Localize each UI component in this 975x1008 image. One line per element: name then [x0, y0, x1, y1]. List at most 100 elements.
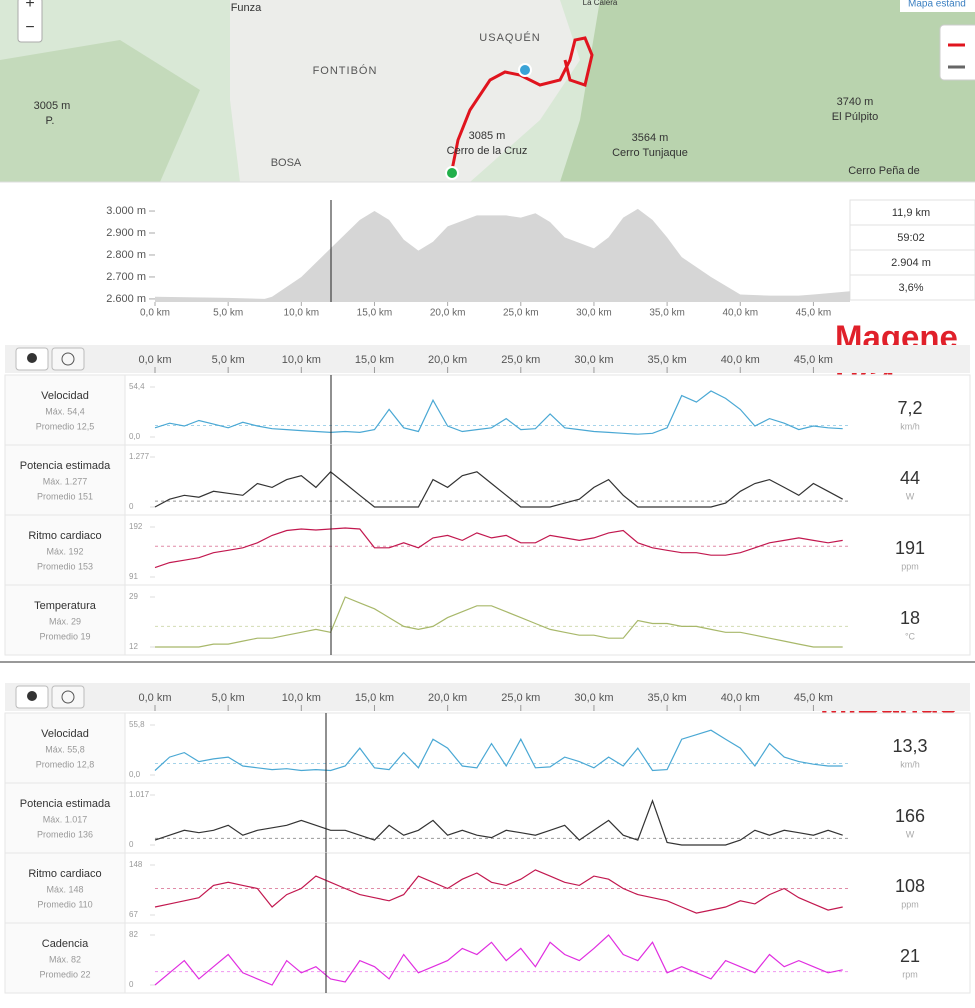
x-tick-label: 40,0 km: [722, 308, 758, 319]
y-tick-label: 12: [129, 642, 138, 651]
x-tick-label: 20,0 km: [428, 692, 467, 704]
row-avg: Promedio 22: [39, 969, 90, 979]
stat-value: 2.904 m: [891, 257, 931, 269]
row-label: Cadencia: [42, 938, 89, 950]
y-tick-label: 1.277: [129, 452, 150, 461]
map-type-button[interactable]: [900, 0, 975, 12]
y-tick-label: 1.017: [129, 790, 150, 799]
x-tick-label: 15,0 km: [355, 692, 394, 704]
tab-time[interactable]: [51, 347, 85, 371]
x-tick-label: 30,0 km: [576, 308, 612, 319]
row-label-box: [4, 444, 126, 516]
y-tick-label: 54,4: [129, 382, 145, 391]
row-label: Velocidad: [41, 390, 89, 402]
row-max: Máx. 192: [46, 546, 83, 556]
row: [4, 922, 971, 994]
row-max: Máx. 55,8: [45, 744, 85, 754]
y-tick-label: 0,0: [129, 770, 141, 779]
map-label: USAQUÉN: [479, 31, 540, 44]
row-avg: Promedio 12,8: [36, 759, 95, 769]
map-label: P.: [46, 115, 55, 127]
x-tick-label: 25,0 km: [503, 308, 539, 319]
map-legend: [939, 24, 975, 81]
row-unit: W: [906, 491, 915, 501]
x-tick-label: 35,0 km: [648, 354, 687, 366]
row-label: Velocidad: [41, 728, 89, 740]
x-tick-label: 10,0 km: [284, 308, 320, 319]
x-tick-label: 0,0 km: [138, 354, 171, 366]
distance-icon: [27, 691, 37, 701]
row-max: Máx. 1.277: [43, 476, 88, 486]
row-label-box: [4, 922, 126, 994]
x-tick-label: 40,0 km: [721, 354, 760, 366]
series-line: [154, 934, 843, 986]
zoom-in[interactable]: +: [25, 0, 34, 12]
row: [4, 514, 971, 586]
row: [4, 782, 971, 854]
y-tick-label: 91: [129, 572, 138, 581]
row-label: Potencia estimada: [20, 798, 111, 810]
x-tick-label: 45,0 km: [794, 692, 833, 704]
map-label: Cerro Tunjaque: [612, 147, 688, 159]
map-type[interactable]: Mapa estánd: [908, 0, 966, 10]
row-unit: °C: [905, 631, 916, 641]
stat-value: 11,9 km: [892, 207, 930, 219]
row-label: Ritmo cardiaco: [28, 868, 101, 880]
zoom-control[interactable]: [17, 0, 43, 43]
row-avg: Promedio 136: [37, 829, 93, 839]
tab-time[interactable]: [51, 685, 85, 709]
stat-value: 59:02: [897, 232, 925, 244]
row-label: Potencia estimada: [20, 460, 111, 472]
x-tick-label: 25,0 km: [501, 354, 540, 366]
series-line: [154, 869, 843, 914]
row-label-box: [4, 514, 126, 586]
row-current: 7,2: [897, 398, 922, 418]
start-marker: [445, 166, 459, 180]
row-label: Ritmo cardiaco: [28, 530, 101, 542]
map-hills: [0, 40, 200, 182]
row-avg: Promedio 110: [37, 899, 92, 909]
x-tick-label: 0,0 km: [138, 692, 171, 704]
series-line: [154, 470, 843, 508]
map-city: [230, 0, 580, 182]
y-tick-label: 148: [129, 860, 143, 869]
map-label: BOSA: [271, 157, 302, 169]
row-max: Máx. 29: [49, 616, 81, 626]
y-tick-label: 2.700 m: [106, 271, 146, 283]
map-label: Cerro de la Cruz: [447, 145, 528, 157]
map-label: El Púlpito: [832, 111, 878, 123]
x-tick-label: 5,0 km: [213, 308, 243, 319]
y-tick-label: 192: [129, 522, 143, 531]
x-tick-label: 5,0 km: [212, 354, 245, 366]
row-current: 191: [895, 538, 925, 558]
y-tick-label: 0: [129, 980, 134, 989]
y-tick-label: 29: [129, 592, 138, 601]
x-tick-label: 5,0 km: [212, 692, 245, 704]
x-tick-label: 15,0 km: [355, 354, 394, 366]
x-tick-label: 20,0 km: [430, 308, 466, 319]
row-label-box: [4, 712, 126, 784]
row-max: Máx. 1.017: [43, 814, 88, 824]
x-tick-label: 30,0 km: [574, 354, 613, 366]
zoom-out[interactable]: −: [25, 19, 34, 36]
row-label-box: [4, 852, 126, 924]
map-label: FONTIBÓN: [313, 64, 378, 77]
map-label: Funza: [231, 2, 262, 14]
x-tick-label: 15,0 km: [357, 308, 393, 319]
row-avg: Promedio 12,5: [36, 421, 95, 431]
map-label: Cerro Peña de: [848, 165, 920, 177]
row-label-box: [4, 374, 126, 446]
y-tick-label: 2.600 m: [106, 293, 146, 305]
row-current: 108: [895, 876, 925, 896]
row-max: Máx. 148: [46, 884, 83, 894]
y-tick-label: 55,8: [129, 720, 145, 729]
panel-header: [5, 345, 970, 373]
series-line: [154, 799, 843, 846]
x-tick-label: 35,0 km: [648, 692, 687, 704]
row-current: 21: [900, 946, 920, 966]
row-avg: Promedio 151: [37, 491, 93, 501]
panel-header: [5, 683, 970, 711]
row-current: 44: [900, 468, 920, 488]
x-tick-label: 45,0 km: [794, 354, 833, 366]
